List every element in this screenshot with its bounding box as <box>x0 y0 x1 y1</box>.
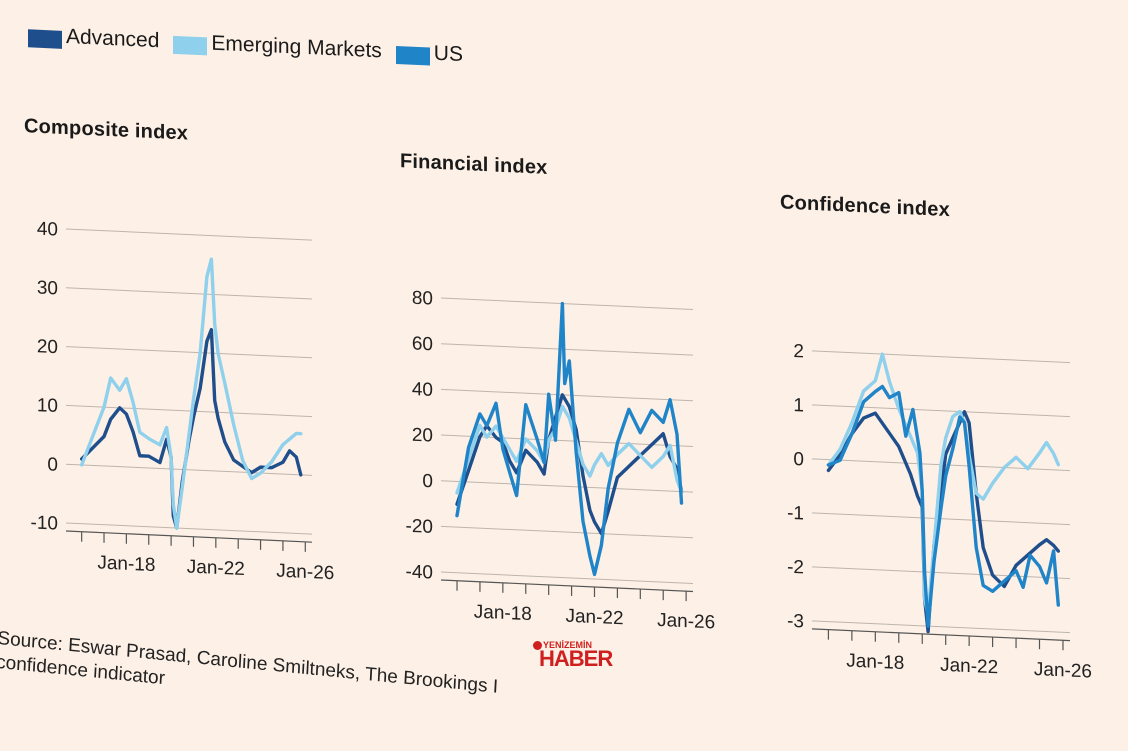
composite-chart: 40 30 20 10 0 -10 Jan-18 Jan-22 Jan-26 <box>31 219 335 584</box>
gridline-4 <box>812 566 1070 580</box>
y-tick-label: -2 <box>787 557 804 579</box>
y-tick-label: 20 <box>412 425 433 447</box>
y-tick-label: 0 <box>422 471 433 492</box>
x-tick-label: Jan-18 <box>846 650 904 674</box>
legend-item-emerging: Emerging Markets <box>173 30 382 63</box>
gridline-1 <box>441 343 693 356</box>
x-tick-label: Jan-18 <box>474 602 532 626</box>
legend-label-emerging: Emerging Markets <box>211 31 382 63</box>
series-line-emerging-markets <box>79 257 303 530</box>
x-axis-line <box>812 628 1070 642</box>
y-tick-label: 20 <box>37 336 58 358</box>
logo-top-text: YENİZEMİN <box>543 640 593 650</box>
gridline-4 <box>441 480 693 493</box>
y-tick-label: -10 <box>31 512 58 534</box>
y-tick-label: 30 <box>37 277 58 299</box>
gridline-6 <box>441 571 693 584</box>
logo-dot-icon <box>533 641 542 650</box>
y-tick-label: 40 <box>412 379 433 401</box>
financial-chart: 80 60 40 20 0 -20 -40 Jan-18 Jan-22 Jan-26 <box>406 288 716 634</box>
gridline-2 <box>66 346 312 359</box>
legend-item-advanced: Advanced <box>28 23 159 53</box>
series-line-us <box>826 384 1060 628</box>
legend-label-us: US <box>433 41 463 67</box>
x-axis-line <box>441 579 693 593</box>
y-tick-label: 0 <box>47 454 58 475</box>
y-tick-label: 80 <box>412 288 433 310</box>
y-tick-label: -40 <box>406 561 433 583</box>
gridline-1 <box>66 287 312 300</box>
x-tick-label: Jan-18 <box>97 552 155 576</box>
y-tick-label: -20 <box>406 516 433 538</box>
gridline-3 <box>66 404 312 418</box>
legend-item-us: US <box>395 40 463 67</box>
gridline-2 <box>441 388 693 402</box>
financial-title: Financial index <box>400 150 548 179</box>
legend: Advanced Emerging Markets US <box>28 23 463 67</box>
legend-swatch-advanced <box>28 29 62 49</box>
gridline-0 <box>441 297 693 310</box>
legend-swatch-emerging <box>173 35 208 56</box>
y-tick-label: -1 <box>787 503 804 525</box>
composite-title: Composite index <box>24 115 189 145</box>
x-tick-label: Jan-26 <box>276 561 334 585</box>
gridline-5 <box>441 525 693 539</box>
x-tick-label: Jan-26 <box>1034 659 1092 683</box>
series-line-us <box>455 301 684 577</box>
y-tick-label: 60 <box>412 333 433 355</box>
confidence-chart: 2 1 0 -1 -2 -3 Jan-18 Jan-22 Jan-26 <box>787 341 1092 683</box>
gridline-0 <box>812 350 1070 364</box>
x-axis-line <box>66 530 312 543</box>
legend-label-advanced: Advanced <box>66 24 160 53</box>
x-tick-label: Jan-22 <box>940 655 998 679</box>
gridline-0 <box>66 228 312 241</box>
confidence-title: Confidence index <box>780 191 950 222</box>
x-tick-label: Jan-22 <box>565 606 623 630</box>
gridline-5 <box>66 522 312 535</box>
series-line-emerging-markets <box>826 352 1060 618</box>
source-note: Source: Eswar Prasad, Caroline Smiltneks… <box>0 628 499 723</box>
legend-swatch-us <box>395 45 430 66</box>
x-tick-label: Jan-26 <box>657 610 715 634</box>
series-line-advanced <box>826 410 1060 634</box>
y-tick-label: 2 <box>793 341 804 362</box>
x-tick-label: Jan-22 <box>187 556 245 580</box>
gridline-5 <box>812 620 1070 634</box>
logo-main-text: HABER <box>539 646 613 671</box>
y-tick-label: 0 <box>793 449 804 470</box>
y-tick-label: -3 <box>787 611 804 633</box>
gridline-4 <box>66 463 312 476</box>
y-tick-label: 1 <box>793 395 804 416</box>
publisher-logo: YENİZEMİN HABER <box>533 640 613 674</box>
gridline-1 <box>812 404 1070 418</box>
y-tick-label: 40 <box>37 219 58 241</box>
y-tick-label: 10 <box>37 395 58 417</box>
